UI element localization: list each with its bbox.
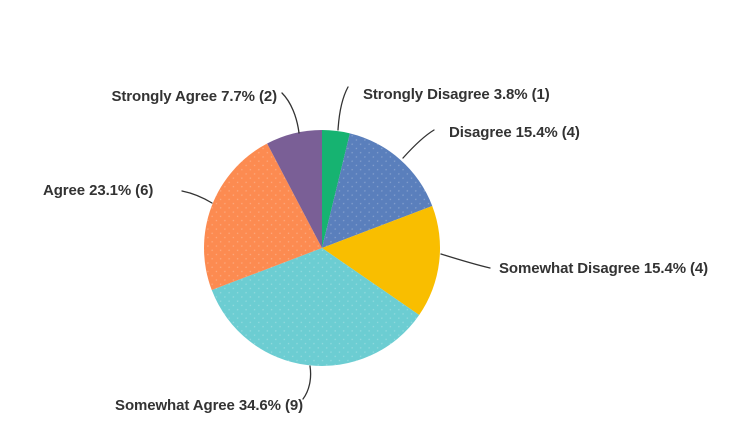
label-agree: Agree 23.1% (6) [43,182,154,199]
leader-lines-group [181,86,491,400]
leader-line-somewhat-disagree [440,253,491,269]
pie-slice-texture-somewhat-agree [211,248,420,367]
pie-slice-strongly-disagree [322,130,350,248]
leader-line-strongly-disagree [337,86,349,131]
leader-line-strongly-agree [281,92,300,134]
pie-slice-texture-agree [203,143,322,291]
leader-line-disagree [402,129,435,159]
label-strongly-agree: Strongly Agree 7.7% (2) [111,88,277,105]
label-strongly-disagree: Strongly Disagree 3.8% (1) [363,86,550,103]
pie-slice-texture-disagree [322,133,433,248]
pie-slices-group [203,130,441,367]
leader-line-somewhat-agree [302,365,312,400]
leader-line-agree [181,190,213,204]
label-somewhat-disagree: Somewhat Disagree 15.4% (4) [499,260,709,277]
label-somewhat-agree: Somewhat Agree 34.6% (9) [115,397,303,414]
pie-slice-strongly-agree [267,130,322,248]
pie-slice-somewhat-disagree [322,205,441,315]
label-disagree: Disagree 15.4% (4) [449,124,580,141]
